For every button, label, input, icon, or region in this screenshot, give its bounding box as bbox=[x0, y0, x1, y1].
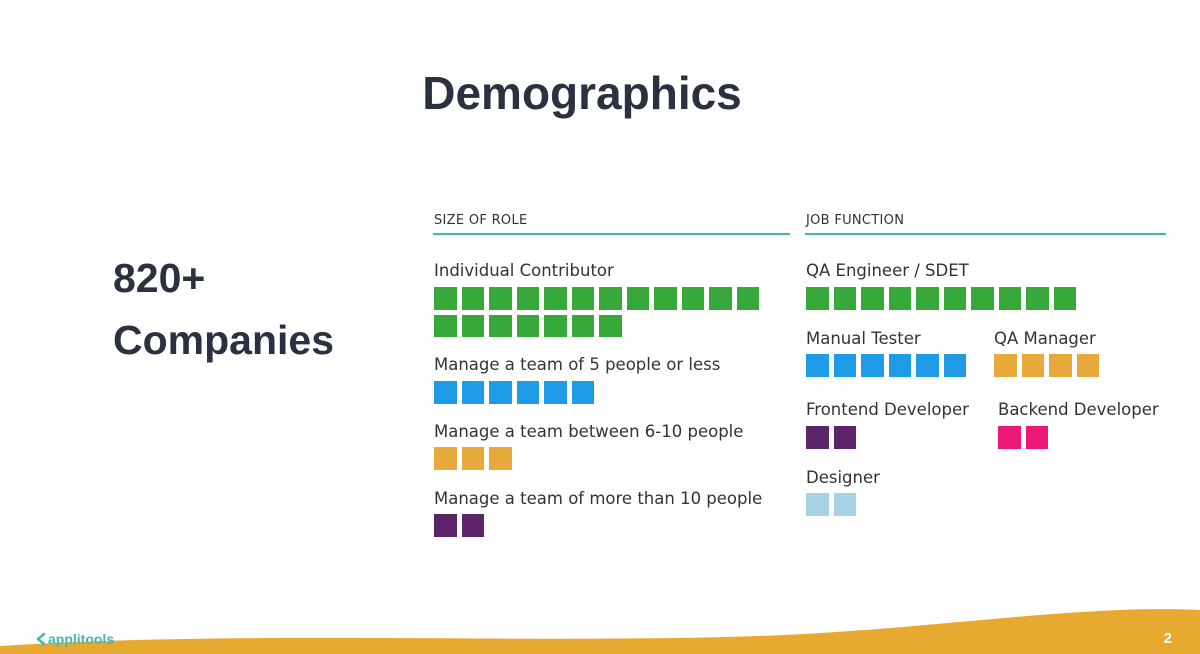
count-square bbox=[736, 287, 759, 310]
role-label-small-team: Manage a team of 5 people or less bbox=[434, 355, 721, 374]
count-square bbox=[833, 493, 856, 516]
count-square bbox=[434, 381, 457, 404]
count-square bbox=[489, 447, 512, 470]
job-function-header: JOB FUNCTION bbox=[806, 213, 905, 228]
count-square bbox=[998, 287, 1021, 310]
count-square bbox=[833, 354, 856, 377]
job-label-qa-engineer: QA Engineer / SDET bbox=[806, 261, 969, 280]
role-bar-mid-team bbox=[434, 447, 512, 470]
job-label-manual-tester: Manual Tester bbox=[806, 329, 921, 348]
count-square bbox=[434, 447, 457, 470]
count-square bbox=[461, 314, 484, 337]
footer-wave bbox=[0, 609, 1200, 654]
count-square bbox=[998, 426, 1021, 449]
count-square bbox=[544, 287, 567, 310]
job-bar-designer bbox=[806, 493, 856, 516]
role-bar-small-team bbox=[434, 381, 594, 404]
count-square bbox=[461, 381, 484, 404]
count-square bbox=[489, 287, 512, 310]
job-bar-qa-engineer bbox=[806, 287, 1076, 310]
count-square bbox=[806, 354, 829, 377]
job-label-qa-manager: QA Manager bbox=[994, 329, 1096, 348]
count-square bbox=[916, 287, 939, 310]
count-square bbox=[1025, 426, 1048, 449]
count-square bbox=[1021, 354, 1044, 377]
role-bar-individual bbox=[434, 287, 764, 337]
count-square bbox=[861, 354, 884, 377]
count-square bbox=[626, 287, 649, 310]
count-square bbox=[544, 314, 567, 337]
count-square bbox=[599, 287, 622, 310]
count-square bbox=[1053, 287, 1076, 310]
job-bar-manual-tester bbox=[806, 354, 966, 377]
size-of-role-rule bbox=[433, 233, 790, 235]
job-bar-qa-manager bbox=[994, 354, 1099, 377]
count-square bbox=[861, 287, 884, 310]
count-square bbox=[888, 354, 911, 377]
count-square bbox=[943, 287, 966, 310]
count-square bbox=[681, 287, 704, 310]
count-square bbox=[571, 314, 594, 337]
job-function-rule bbox=[805, 233, 1166, 235]
applitools-logo-icon bbox=[36, 633, 46, 645]
count-square bbox=[544, 381, 567, 404]
count-square bbox=[461, 287, 484, 310]
count-square bbox=[1076, 354, 1099, 377]
job-bar-backend bbox=[998, 426, 1048, 449]
stat-label: Companies bbox=[113, 317, 334, 363]
count-square bbox=[516, 314, 539, 337]
page-number: 2 bbox=[1163, 630, 1172, 647]
count-square bbox=[806, 493, 829, 516]
role-label-individual: Individual Contributor bbox=[434, 261, 614, 280]
count-square bbox=[599, 314, 622, 337]
job-label-frontend: Frontend Developer bbox=[806, 400, 969, 419]
count-square bbox=[461, 447, 484, 470]
role-bar-large-team bbox=[434, 514, 484, 537]
count-square bbox=[1026, 287, 1049, 310]
job-bar-frontend bbox=[806, 426, 856, 449]
count-square bbox=[434, 514, 457, 537]
count-square bbox=[833, 287, 856, 310]
count-square bbox=[571, 381, 594, 404]
count-square bbox=[516, 381, 539, 404]
job-label-backend: Backend Developer bbox=[998, 400, 1159, 419]
count-square bbox=[571, 287, 594, 310]
count-square bbox=[489, 314, 512, 337]
count-square bbox=[516, 287, 539, 310]
applitools-logo: applitools bbox=[36, 631, 114, 647]
count-square bbox=[916, 354, 939, 377]
stat-count: 820+ bbox=[113, 255, 206, 301]
count-square bbox=[489, 381, 512, 404]
count-square bbox=[654, 287, 677, 310]
size-of-role-header: SIZE OF ROLE bbox=[434, 213, 528, 228]
count-square bbox=[806, 287, 829, 310]
count-square bbox=[833, 426, 856, 449]
slide-title: Demographics bbox=[422, 67, 742, 119]
count-square bbox=[709, 287, 732, 310]
count-square bbox=[434, 314, 457, 337]
job-label-designer: Designer bbox=[806, 468, 880, 487]
count-square bbox=[434, 287, 457, 310]
count-square bbox=[461, 514, 484, 537]
count-square bbox=[806, 426, 829, 449]
count-square bbox=[994, 354, 1017, 377]
logo-text: applitools bbox=[48, 631, 115, 647]
count-square bbox=[971, 287, 994, 310]
count-square bbox=[888, 287, 911, 310]
count-square bbox=[943, 354, 966, 377]
count-square bbox=[1049, 354, 1072, 377]
role-label-large-team: Manage a team of more than 10 people bbox=[434, 489, 763, 508]
role-label-mid-team: Manage a team between 6-10 people bbox=[434, 422, 744, 441]
